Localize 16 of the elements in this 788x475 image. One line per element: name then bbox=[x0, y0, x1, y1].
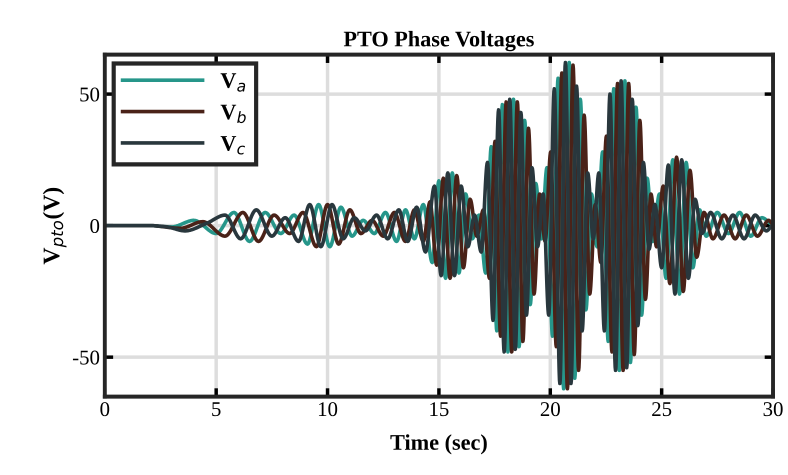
x-axis-title: Time (sec) bbox=[390, 434, 487, 454]
x-tick-label: 20 bbox=[540, 402, 560, 416]
legend-label: V$_{a}$ bbox=[220, 73, 246, 92]
legend-label: V$_{c}$ bbox=[220, 136, 245, 155]
x-tick-label: 5 bbox=[212, 402, 221, 416]
x-tick-label: 0 bbox=[100, 402, 110, 416]
x-tick-label: 10 bbox=[318, 402, 338, 416]
legend-label: V$_{b}$ bbox=[220, 104, 246, 124]
y-axis-title: V$_{pto}$(V) bbox=[42, 188, 66, 264]
x-tick-label: 30 bbox=[764, 402, 783, 416]
x-tick-label: 25 bbox=[652, 402, 672, 416]
y-tick-label: 50 bbox=[80, 87, 100, 102]
x-tick-label: 15 bbox=[430, 402, 449, 416]
chart-title: PTO Phase Voltages bbox=[344, 30, 534, 52]
y-tick-label: 0 bbox=[90, 219, 100, 234]
y-tick-label: -50 bbox=[72, 350, 100, 365]
